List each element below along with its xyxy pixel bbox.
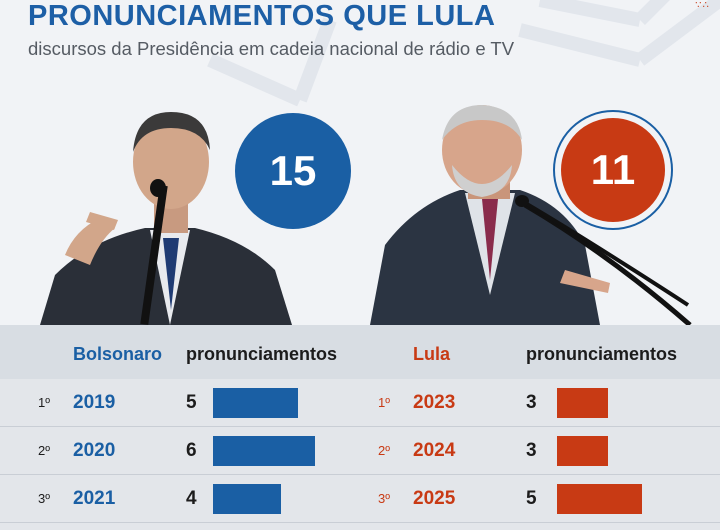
bolsonaro-bar: [213, 484, 281, 514]
lula-count-header: pronunciamentos: [526, 344, 678, 364]
lula-rank: 1º: [378, 395, 390, 410]
bolsonaro-header: Bolsonaro: [73, 344, 163, 364]
row-divider: [0, 522, 720, 523]
bolsonaro-year: 2020: [73, 440, 116, 461]
bolsonaro-rank: 3º: [38, 491, 50, 506]
bolsonaro-portrait: [40, 112, 292, 325]
lula-year: 2024: [413, 440, 456, 461]
bolsonaro-value: 5: [186, 392, 197, 413]
lula-rank: 3º: [378, 491, 390, 506]
lula-header: Lula: [413, 344, 451, 364]
bolsonaro-total-badge: 15: [235, 113, 351, 229]
lula-value: 3: [526, 440, 537, 461]
corner-dots-icon: ∵∴: [695, 0, 710, 11]
bolsonaro-value: 4: [186, 488, 197, 509]
lula-year: 2023: [413, 392, 456, 413]
lula-bar: [557, 436, 608, 466]
lula-bar: [557, 484, 642, 514]
bolsonaro-year: 2019: [73, 392, 116, 413]
lula-value: 3: [526, 392, 537, 413]
lula-total-badge: 11: [561, 118, 665, 222]
table-header: Bolsonaro pronunciamentos Lula pronuncia…: [0, 325, 720, 379]
bolsonaro-year: 2021: [73, 488, 116, 509]
page-subtitle: discursos da Presidência em cadeia nacio…: [28, 38, 515, 59]
page-title: PRONUNCIAMENTOS QUE LULA: [28, 0, 496, 32]
lula-year: 2025: [413, 488, 456, 509]
bolsonaro-rank: 1º: [38, 395, 50, 410]
bolsonaro-bar: [213, 388, 298, 418]
row-divider: [0, 474, 720, 475]
bolsonaro-count-header: pronunciamentos: [186, 344, 338, 364]
bolsonaro-bar: [213, 436, 315, 466]
lula-rank: 2º: [378, 443, 390, 458]
lula-portrait: [370, 105, 692, 325]
row-divider: [0, 426, 720, 427]
bolsonaro-value: 6: [186, 440, 197, 461]
lula-bar: [557, 388, 608, 418]
speeches-table: Bolsonaro pronunciamentos Lula pronuncia…: [0, 325, 720, 530]
bolsonaro-rank: 2º: [38, 443, 50, 458]
lula-value: 5: [526, 488, 537, 509]
